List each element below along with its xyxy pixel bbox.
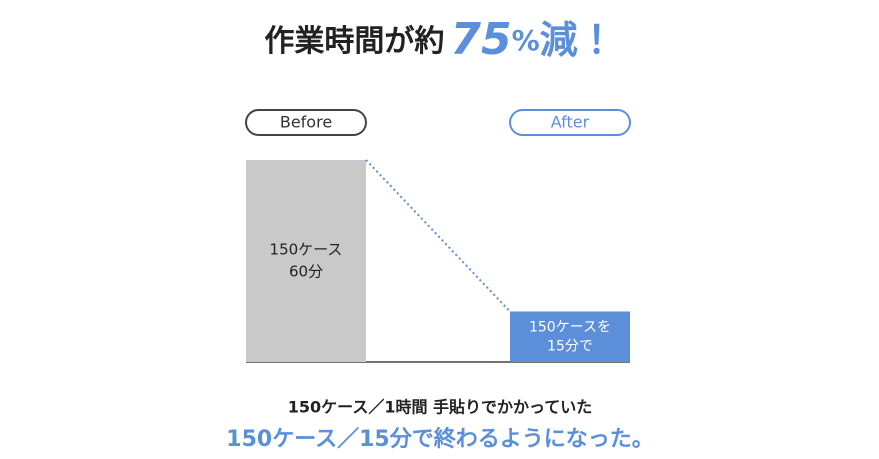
note-highlight: 150ケース／15分で終わるようになった。 [226, 426, 653, 452]
headline-text: 作業時間が約 [264, 24, 444, 59]
pill [245, 109, 367, 136]
value-label: 60分 [289, 263, 323, 281]
note: 150ケース／1時間 手貼りでかかっていた [288, 398, 593, 417]
trend-connector [365, 159, 511, 313]
category-label: After [551, 113, 590, 132]
headline: 作業時間が約 75%減！ [264, 14, 615, 65]
bar [510, 311, 630, 362]
headline-unit: % [512, 24, 540, 57]
value-label: 15分で [547, 338, 593, 354]
value-label: 150ケースを [529, 319, 611, 335]
category-label: Before [280, 113, 332, 132]
bar [246, 160, 366, 362]
headline-suffix: 減！ [540, 18, 616, 62]
pill [509, 109, 631, 136]
headline-number: 75 [450, 14, 511, 65]
value-label: 150ケース [270, 241, 343, 259]
